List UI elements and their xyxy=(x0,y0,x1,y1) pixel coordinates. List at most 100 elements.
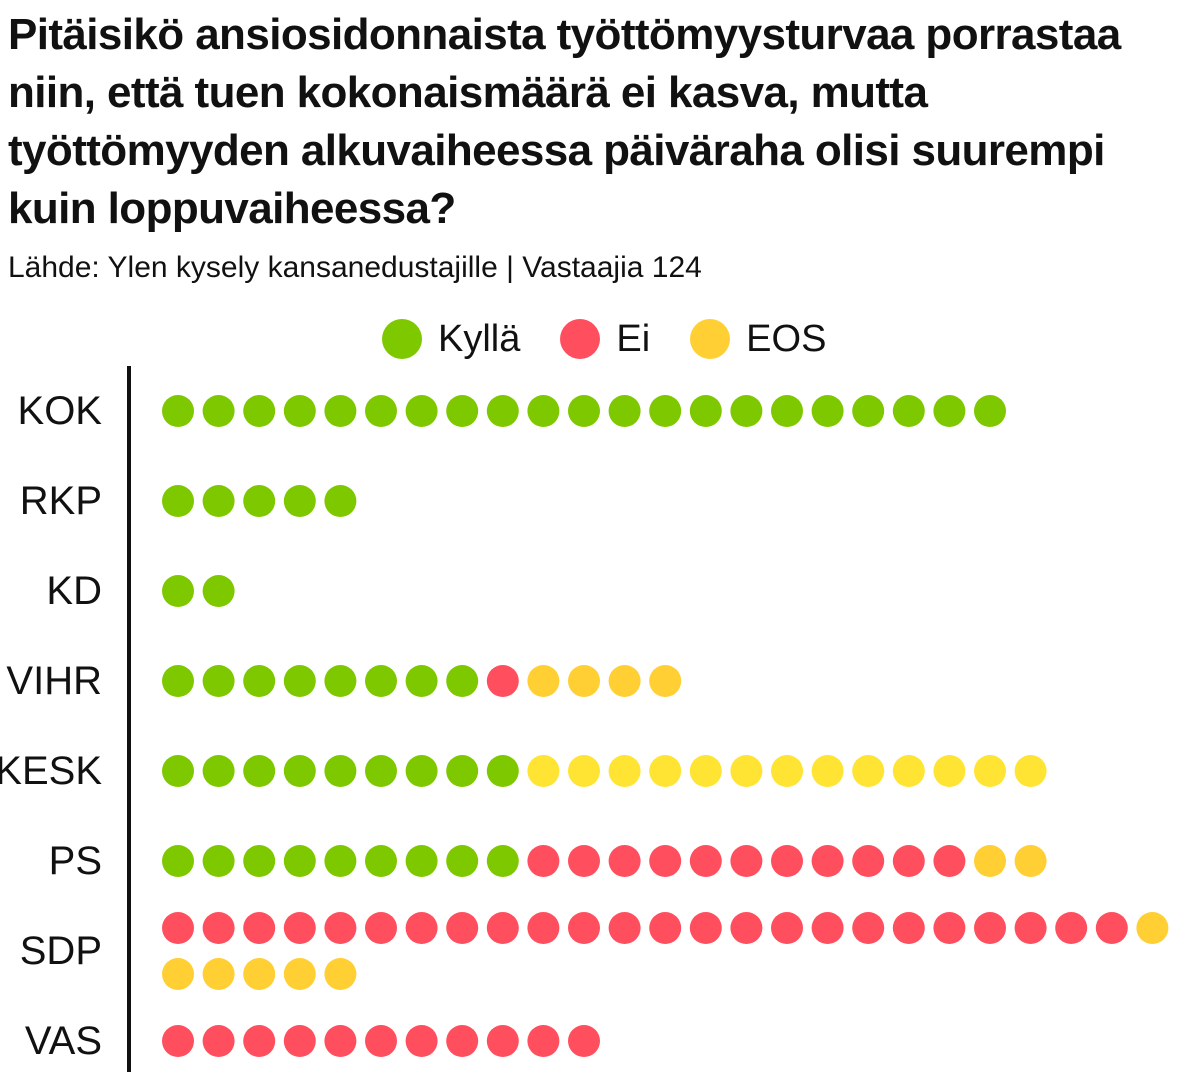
dot-sdp-ei xyxy=(852,912,885,944)
dot-kok-kylla xyxy=(324,395,357,427)
dot-vas-ei xyxy=(243,1025,276,1057)
dot-kok-kylla xyxy=(283,395,316,427)
dot-sdp-eos xyxy=(1136,912,1169,944)
dot-sdp-ei xyxy=(730,912,763,944)
dot-sdp-ei xyxy=(527,912,560,944)
dot-ps-ei xyxy=(933,845,966,877)
dot-sdp-eos xyxy=(162,958,194,990)
dot-vihr-eos xyxy=(527,665,560,697)
dot-sdp-ei xyxy=(1014,912,1047,944)
dot-ps-eos xyxy=(974,845,1006,877)
dot-kok-kylla xyxy=(568,395,600,427)
dot-sdp-ei xyxy=(892,912,925,944)
dot-vihr-kylla xyxy=(365,665,397,697)
dot-ps-kylla xyxy=(405,845,438,877)
dot-kesk-eos xyxy=(568,755,600,787)
dot-ps-eos xyxy=(1014,845,1047,877)
dot-kesk-eos xyxy=(933,755,966,787)
dot-vas-ei xyxy=(568,1025,600,1057)
dot-vihr-eos xyxy=(568,665,600,697)
dot-kok-kylla xyxy=(811,395,844,427)
dot-ps-kylla xyxy=(243,845,276,877)
dot-kd-kylla xyxy=(162,575,194,607)
dot-sdp-ei xyxy=(365,912,397,944)
dot-rkp-kylla xyxy=(162,485,194,517)
dot-kesk-kylla xyxy=(486,755,519,787)
dot-sdp-ei xyxy=(486,912,519,944)
party-row-ps: PS xyxy=(49,839,1047,883)
party-row-rkp: RKP xyxy=(20,479,357,523)
dot-kok-kylla xyxy=(649,395,682,427)
dot-sdp-ei xyxy=(689,912,722,944)
dot-kesk-kylla xyxy=(324,755,357,787)
dot-vihr-kylla xyxy=(446,665,479,697)
party-label-kok: KOK xyxy=(18,389,103,433)
dot-vihr-kylla xyxy=(162,665,194,697)
dot-ps-ei xyxy=(811,845,844,877)
dot-kok-kylla xyxy=(446,395,479,427)
dot-ps-kylla xyxy=(162,845,194,877)
dot-ps-kylla xyxy=(486,845,519,877)
chart-title: Pitäisikö ansiosidonnaista työttömyystur… xyxy=(8,10,1121,233)
dot-kesk-eos xyxy=(527,755,560,787)
party-row-vihr: VIHR xyxy=(6,659,682,703)
dot-vihr-kylla xyxy=(243,665,276,697)
dot-kok-kylla xyxy=(527,395,560,427)
dot-ps-kylla xyxy=(202,845,235,877)
dot-sdp-ei xyxy=(405,912,438,944)
dot-vas-ei xyxy=(283,1025,316,1057)
party-label-kd: KD xyxy=(46,569,102,613)
dot-kok-kylla xyxy=(730,395,763,427)
party-row-kd: KD xyxy=(46,569,235,613)
dot-rkp-kylla xyxy=(202,485,235,517)
dot-sdp-eos xyxy=(324,958,357,990)
party-row-sdp: SDP xyxy=(20,912,1169,990)
dot-sdp-ei xyxy=(649,912,682,944)
chart-subtitle: Lähde: Ylen kysely kansanedustajille | V… xyxy=(8,251,702,284)
dot-kesk-kylla xyxy=(365,755,397,787)
dot-kok-kylla xyxy=(202,395,235,427)
dot-plot: KOK RKP KD VIHR KESK PS SDP VAS xyxy=(0,366,1169,1072)
dot-kok-kylla xyxy=(852,395,885,427)
dot-vas-ei xyxy=(202,1025,235,1057)
dot-ps-ei xyxy=(852,845,885,877)
dot-sdp-ei xyxy=(974,912,1006,944)
dot-vas-ei xyxy=(527,1025,560,1057)
dot-vas-ei xyxy=(405,1025,438,1057)
dot-ps-ei xyxy=(649,845,682,877)
dot-rkp-kylla xyxy=(283,485,316,517)
dot-rkp-kylla xyxy=(243,485,276,517)
dot-kd-kylla xyxy=(202,575,235,607)
dot-kesk-kylla xyxy=(283,755,316,787)
dot-kesk-eos xyxy=(974,755,1006,787)
dot-kok-kylla xyxy=(405,395,438,427)
dot-kesk-eos xyxy=(771,755,803,787)
party-label-vas: VAS xyxy=(25,1019,102,1063)
dot-sdp-ei xyxy=(324,912,357,944)
party-label-rkp: RKP xyxy=(20,479,102,523)
dot-kesk-kylla xyxy=(446,755,479,787)
dot-kok-kylla xyxy=(689,395,722,427)
dot-vas-ei xyxy=(365,1025,397,1057)
dot-ps-kylla xyxy=(283,845,316,877)
party-label-sdp: SDP xyxy=(20,929,102,973)
dot-ps-ei xyxy=(689,845,722,877)
dot-sdp-ei xyxy=(446,912,479,944)
dot-ps-ei xyxy=(771,845,803,877)
dot-sdp-ei xyxy=(811,912,844,944)
dot-ps-ei xyxy=(730,845,763,877)
dot-sdp-ei xyxy=(1055,912,1088,944)
dot-vas-ei xyxy=(446,1025,479,1057)
dot-sdp-ei xyxy=(162,912,194,944)
dot-kesk-eos xyxy=(649,755,682,787)
dot-kesk-eos xyxy=(730,755,763,787)
dot-kok-kylla xyxy=(243,395,276,427)
dot-vihr-kylla xyxy=(283,665,316,697)
dot-vihr-kylla xyxy=(324,665,357,697)
dot-vihr-eos xyxy=(608,665,641,697)
dot-ps-ei xyxy=(527,845,560,877)
dot-vas-ei xyxy=(486,1025,519,1057)
dot-ps-ei xyxy=(608,845,641,877)
legend: Kyllä Ei EOS xyxy=(382,312,866,366)
party-row-vas: VAS xyxy=(25,1019,600,1063)
